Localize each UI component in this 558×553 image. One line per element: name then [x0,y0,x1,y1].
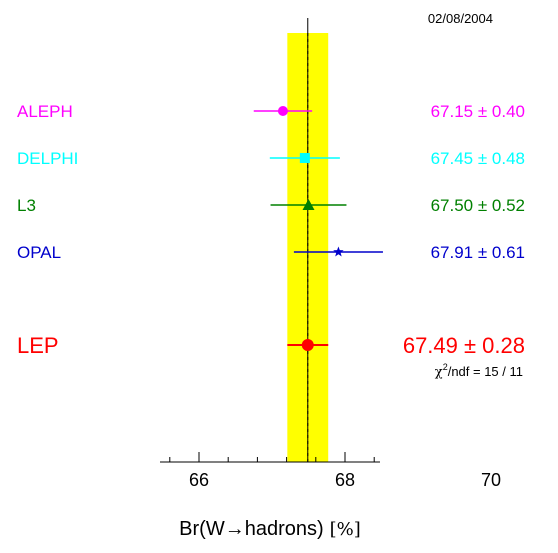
date-label: 02/08/2004 [428,11,493,26]
value-label-l3: 67.50 ± 0.52 [431,196,525,215]
star-marker [333,246,344,257]
point-opal [293,246,383,257]
chi2-symbol: χ [435,365,443,380]
point-l3 [270,199,347,210]
x-tick-label: 66 [189,470,209,490]
point-delphi [269,153,340,163]
experiment-label-lep: LEP [17,333,59,358]
point-aleph [253,106,313,116]
point-lep [287,339,329,351]
chi2-superscript: 2 [443,362,448,372]
chi2-label: χ2/ndf = 15 / 11 [435,362,523,380]
value-label-delphi: 67.45 ± 0.48 [431,149,525,168]
x-tick-label: 70 [481,470,501,490]
x-tick-label: 68 [335,470,355,490]
experiment-label-delphi: DELPHI [17,149,78,168]
experiment-label-opal: OPAL [17,243,61,262]
dot-marker [301,339,314,351]
x-axis-label: Br(W→hadrons) [%] [179,518,361,540]
chi2-rest: /ndf = 15 / 11 [448,364,523,379]
x-axis-label-unit: [%] [330,519,361,540]
square-marker [299,153,310,163]
measurement-labels: ALEPH 67.15 ± 0.40 DELPHI 67.45 ± 0.48 L3 67.… [17,102,525,358]
experiment-label-aleph: ALEPH [17,102,73,121]
value-label-opal: 67.91 ± 0.61 [431,243,525,262]
measurement-points [253,106,383,351]
circle-marker [277,106,288,116]
x-axis-label-main: Br(W→hadrons) [179,518,323,540]
triangle-marker [302,199,315,210]
x-axis: 66 68 70 [160,452,501,490]
value-label-lep: 67.49 ± 0.28 [403,333,525,358]
experiment-label-l3: L3 [17,196,36,215]
value-label-aleph: 67.15 ± 0.40 [431,102,525,121]
